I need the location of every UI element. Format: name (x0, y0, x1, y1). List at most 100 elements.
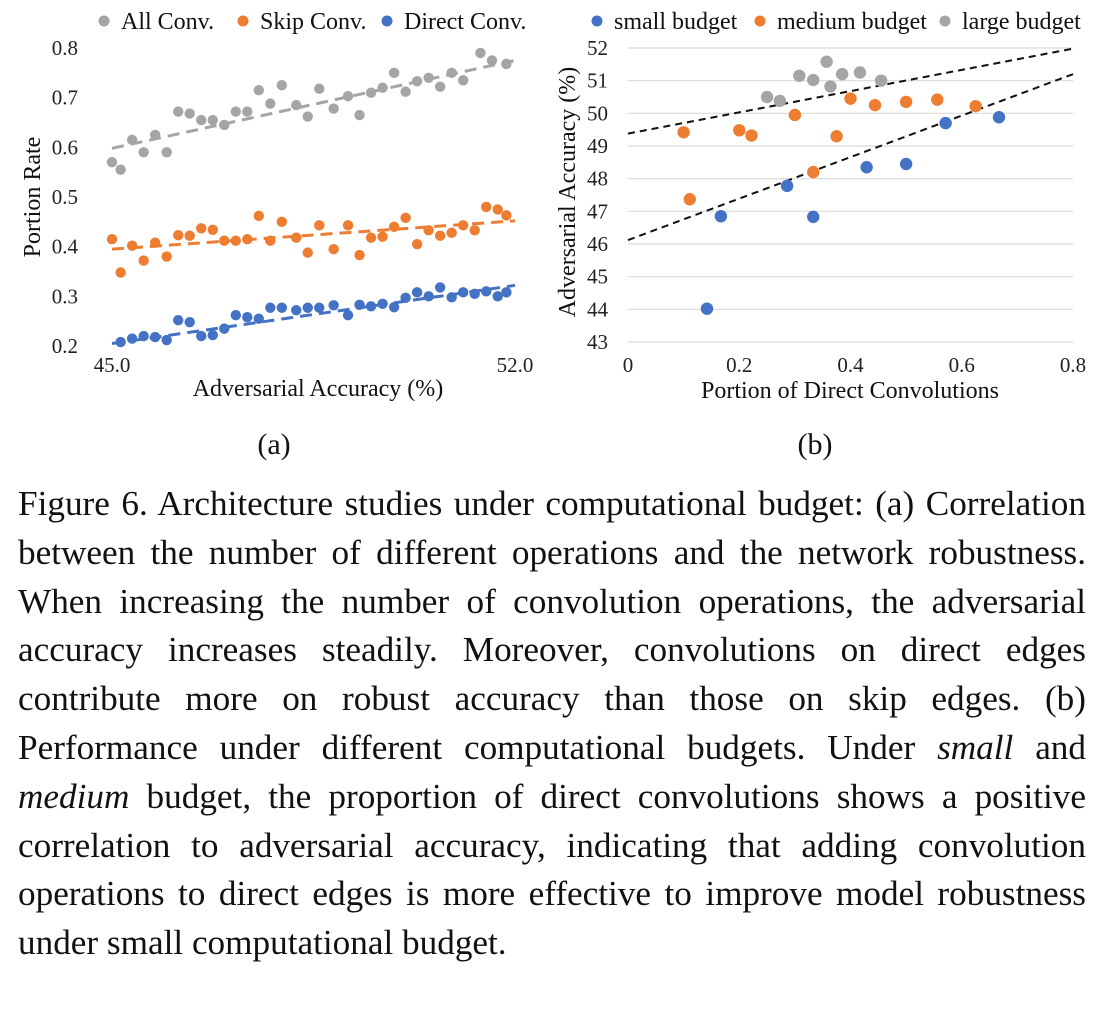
chart-a-point (388, 67, 400, 79)
chart-b-point (733, 124, 746, 137)
chart-a-point (184, 230, 195, 241)
chart-a-point (486, 55, 498, 66)
chart-a-point (161, 147, 172, 158)
chart-a-point (302, 247, 313, 258)
chart-a-trendline (111, 219, 516, 251)
chart-b-y-tick: 48 (587, 167, 608, 191)
chart-a-point (138, 255, 149, 266)
chart-b-point (745, 129, 758, 142)
chart-b-point (807, 165, 820, 179)
chart-b-point (830, 130, 843, 143)
chart-b-point (868, 98, 882, 112)
chart-a-point (242, 311, 253, 323)
chart-b-y-tick: 51 (587, 69, 608, 93)
chart-a-point (365, 87, 377, 98)
chart-b-point (700, 302, 714, 315)
chart-b-point (788, 108, 802, 122)
chart-b-y-tick: 49 (587, 134, 608, 158)
chart-a-point (253, 85, 265, 96)
chart-a-y-tick: 0.6 (52, 135, 78, 159)
chart-a-point (276, 80, 288, 91)
chart-a-point (501, 58, 512, 70)
caption-text-1: Figure 6. Architecture studies under com… (18, 484, 1086, 767)
chart-a-point (242, 234, 253, 245)
chart-a-point (253, 313, 265, 324)
chart-b-point (860, 161, 873, 174)
chart-a-point (219, 323, 230, 334)
chart-b-x-tick: 0.8 (1060, 353, 1086, 377)
caption-emphasis-small: small (937, 727, 1014, 767)
chart-a-point (302, 302, 313, 313)
chart-b-x-tick: 0.2 (726, 353, 752, 377)
chart-a-point (161, 251, 172, 262)
chart-a-point (115, 336, 126, 348)
chart-a-point (196, 330, 207, 342)
chart-a-point (388, 221, 400, 232)
chart-b-y-tick: 46 (587, 232, 608, 256)
chart-a-legend-marker (381, 15, 393, 27)
chart-a-point (492, 291, 503, 302)
chart-a-legend-label: Skip Conv. (260, 9, 366, 35)
chart-a-point (501, 287, 512, 298)
chart-a-legend-label: All Conv. (121, 9, 214, 35)
panel-a-label: (a) (257, 428, 290, 461)
chart-a-point (161, 334, 172, 346)
chart-a-point (501, 210, 512, 221)
figure-caption: Figure 6. Architecture studies under com… (18, 480, 1086, 968)
chart-a-point (230, 106, 241, 117)
chart-b-point (899, 95, 913, 109)
chart-b-y-axis-label: Adversarial Accuracy (%) (555, 67, 581, 318)
chart-b-x-tick: 0.4 (837, 353, 864, 377)
chart-a-y-tick: 0.8 (52, 36, 78, 60)
chart-a-legend-marker (237, 15, 249, 27)
chart-a-trendline (111, 283, 516, 346)
chart-b-point (939, 116, 952, 130)
chart-a-point (184, 108, 195, 119)
chart-a-y-axis-label: Portion Rate (20, 137, 46, 258)
chart-b-point (807, 73, 820, 87)
chart-a-point (446, 67, 457, 79)
chart-a-point (377, 231, 388, 242)
chart-b-legend-marker (754, 15, 766, 27)
caption-emphasis-medium: medium (18, 776, 130, 816)
chart-a-point (423, 225, 434, 236)
chart-b-point (835, 67, 849, 81)
figure-charts: 0.2 0.3 0.4 0.5 0.6 0.7 0.8 45.0 52.0 Adversarial… (20, 9, 1086, 461)
chart-b-legend-marker (939, 15, 951, 27)
chart-a-point (242, 106, 253, 117)
chart-b-legend-marker (591, 15, 603, 27)
chart-a-y-tick: 0.3 (52, 284, 78, 308)
chart-a-point (469, 225, 480, 236)
chart-b-point (853, 66, 867, 79)
chart-a-point (115, 164, 126, 175)
chart-a-point (126, 240, 138, 251)
chart-a-point (434, 282, 446, 293)
chart-a-point (173, 230, 184, 241)
chart-a-point (411, 76, 423, 87)
chart-a-point (230, 310, 241, 321)
chart-a-point (354, 109, 365, 121)
chart-a-point (400, 292, 411, 304)
chart-a-point (291, 232, 302, 243)
chart-a-point (196, 114, 207, 126)
chart-a-point (388, 302, 400, 313)
chart-b-y-tick: 44 (587, 297, 609, 321)
chart-a-point (457, 287, 469, 298)
chart-a-point (354, 299, 365, 310)
chart-a-point (265, 302, 276, 313)
chart-a-x-tick: 45.0 (94, 353, 131, 377)
chart-a-point (475, 47, 486, 59)
chart-a-x-axis-label: Adversarial Accuracy (%) (193, 376, 444, 402)
chart-a-point (423, 72, 434, 84)
chart-a-point (400, 212, 411, 224)
chart-a-y-tick: 0.7 (52, 86, 78, 110)
chart-a-point (314, 302, 325, 313)
chart-b-point (874, 74, 888, 87)
chart-a-point (342, 220, 354, 231)
chart-a-point (457, 75, 469, 86)
chart-a-point (219, 119, 230, 131)
chart-a-point (149, 237, 161, 248)
chart-a-point (184, 316, 195, 328)
chart-b-y-tick: 52 (587, 36, 608, 60)
chart-b-point (931, 93, 944, 106)
